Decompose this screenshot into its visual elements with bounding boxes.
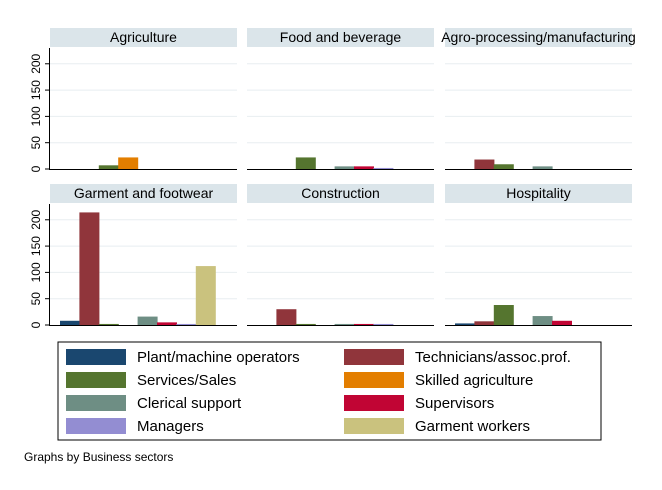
panel-title: Agro-processing/manufacturing [441,29,636,45]
panel-1: Agriculture 0 50 100 150 200 [29,28,237,172]
panel-3: Agro-processing/manufacturing [441,28,636,170]
bar-services-sales [295,157,316,169]
legend-label: Technicians/assoc.prof. [415,349,571,366]
bar-services-sales [98,165,119,169]
plot-area [445,204,632,325]
plot-area [50,48,237,169]
bar-garment-workers [195,266,216,325]
y-tick-label: 0 [29,165,43,172]
bar-technicians-assoc-prof- [474,321,495,325]
y-tick-label: 50 [29,292,43,306]
legend-label: Clerical support [137,395,242,412]
bar-services-sales [493,164,514,169]
legend-swatch [66,418,126,434]
panel-title-strip [50,28,237,47]
panels-layer: Agriculture 0 50 100 150 200 Food and beverage… [29,28,636,328]
bar-services-sales [98,323,119,325]
legend-swatch [344,372,404,388]
y-tick-label: 200 [29,209,43,229]
bar-managers [176,323,197,325]
bar-services-sales [295,323,316,325]
chart-caption: Graphs by Business sectors [24,450,173,464]
y-tick-label: 150 [29,80,43,100]
legend-label: Garment workers [415,418,530,435]
y-tick-label: 150 [29,236,43,256]
legend-swatch [344,395,404,411]
y-tick-label: 200 [29,53,43,73]
panel-5: Construction [247,184,434,326]
legend-label: Managers [137,418,204,435]
bar-clerical-support [532,166,553,169]
legend-swatch [344,418,404,434]
panel-title: Garment and footwear [74,185,214,201]
panel-title-strip [247,28,434,47]
y-tick-label: 100 [29,262,43,282]
panel-title: Hospitality [506,185,571,201]
bar-plant-machine-operators [60,320,80,325]
y-tick-label: 100 [29,106,43,126]
panel-title-strip [247,184,434,203]
legend-swatch [66,395,126,411]
bar-plant-machine-operators [455,323,475,325]
legend-swatch [66,349,126,365]
y-tick-label: 50 [29,136,43,150]
legend: Plant/machine operators Technicians/assoc… [57,341,602,441]
bar-managers [373,167,394,169]
bar-clerical-support [334,166,355,169]
panel-title: Food and beverage [280,29,402,45]
bar-skilled-agriculture [118,157,139,169]
plot-area [247,48,434,169]
plot-area [445,48,632,169]
panel-title-strip [445,184,632,203]
panel-title-strip [445,28,632,47]
panel-title-strip [50,184,237,203]
legend-box [57,341,602,441]
bar-supervisors [552,320,572,325]
y-tick-label: 0 [29,321,43,328]
panel-4: Garment and footwear 0 50 100 150 200 [29,184,237,328]
bar-technicians-assoc-prof- [474,159,495,169]
bar-supervisors [354,166,374,169]
panel-6: Hospitality [445,184,632,326]
legend-label: Supervisors [415,395,494,412]
panel-2: Food and beverage [247,28,434,170]
bar-clerical-support [334,323,355,325]
legend-label: Services/Sales [137,372,236,389]
legend-label: Skilled agriculture [415,372,533,389]
legend-swatch [344,349,404,365]
bar-technicians-assoc-prof- [276,309,297,325]
panel-title: Construction [301,185,380,201]
bar-supervisors [157,322,177,325]
bar-managers [373,323,394,325]
bar-services-sales [493,305,514,325]
bar-clerical-support [137,316,158,325]
bar-technicians-assoc-prof- [79,212,100,325]
legend-label: Plant/machine operators [137,349,300,366]
bar-clerical-support [532,316,553,325]
legend-swatch [66,372,126,388]
panel-title: Agriculture [110,29,177,45]
bar-supervisors [354,323,374,325]
plot-area [247,204,434,325]
